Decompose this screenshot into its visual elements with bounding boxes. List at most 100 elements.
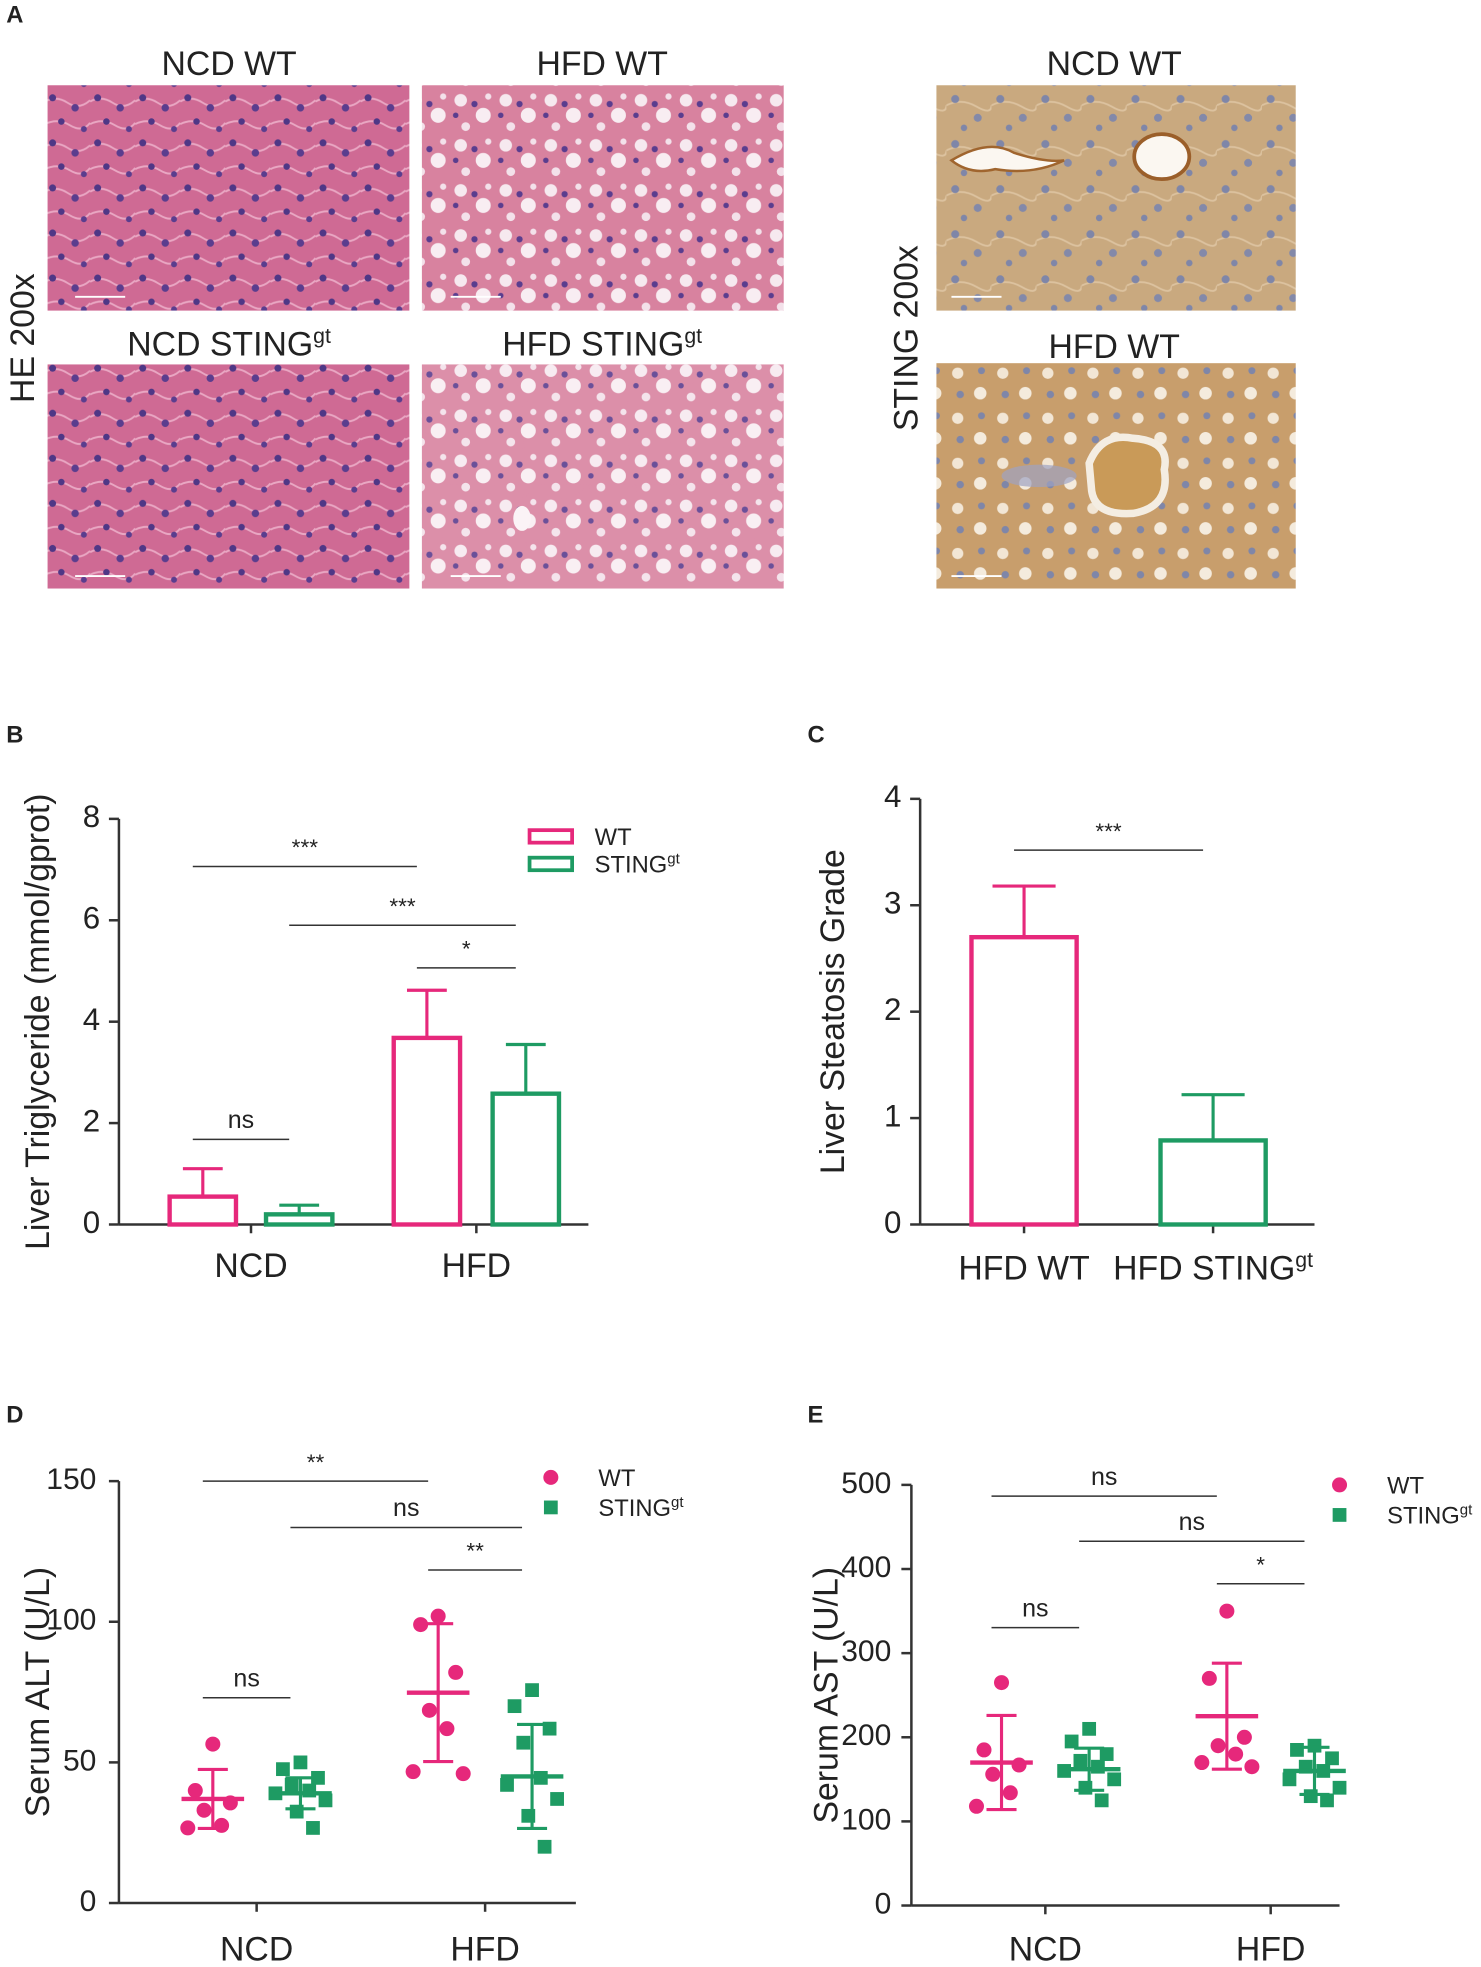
legend-label: WT [598,1465,635,1492]
point [1094,1793,1109,1808]
image-title: NCD WT [1047,45,1182,83]
y-axis-label: Serum ALT (U/L) [19,1567,57,1817]
point [180,1820,196,1836]
point [976,1742,992,1758]
point [1332,1780,1347,1795]
bar [263,1212,335,1227]
significance-label: ns [393,1494,419,1522]
y-tick-label: 400 [841,1551,891,1584]
panel-label: B [6,722,23,749]
point [1236,1729,1252,1745]
title-text: HFD STING [502,326,684,364]
point [1228,1746,1244,1762]
legend-label-text: STING [595,852,668,879]
image-title: NCD STINGgt [127,324,331,364]
point [214,1817,230,1833]
y-tick-label: 1 [884,1098,901,1133]
micrograph [421,85,784,311]
image-title: HFD WT [536,45,667,83]
panel-label: C [807,722,824,749]
point [284,1778,299,1792]
point [276,1762,290,1777]
panel-label: A [6,2,23,29]
point [187,1783,203,1799]
significance-label: *** [1095,819,1122,844]
point [1320,1793,1334,1808]
legend-label-text: STING [1387,1503,1460,1530]
point [196,1802,212,1818]
legend-label-text: WT [595,824,632,851]
scale-bars [75,295,1002,577]
y-tick-label: 0 [884,1205,901,1240]
panel-label: D [6,1401,23,1428]
legend-label: WT [1387,1473,1424,1500]
x-tick-label-text: HFD STING [1113,1250,1295,1288]
point [205,1736,221,1752]
panel-label: E [807,1401,823,1428]
significance-label: *** [389,894,416,919]
y-axis-label: Liver Triglyceride (mmol/gprot) [19,793,57,1249]
superscript: gt [313,324,331,348]
point [1201,1670,1217,1686]
point [968,1798,984,1814]
point [439,1721,455,1737]
x-tick-label: HFD [1236,1931,1305,1967]
point [537,1839,552,1854]
title-text: NCD WT [1047,45,1182,83]
legend-label-text: WT [598,1465,635,1492]
y-tick-label: 2 [83,1103,100,1138]
significance-label: ** [466,1539,484,1564]
superscript: gt [1460,1502,1473,1519]
vessel [1132,132,1192,182]
title-text: HFD WT [536,45,667,83]
point [507,1699,522,1714]
y-tick-label: 6 [83,901,100,936]
point [455,1766,471,1782]
y-tick-label: 150 [46,1463,96,1496]
legend-marker [543,1469,559,1485]
title-text: NCD WT [162,45,297,83]
x-tick-label: NCD [220,1931,293,1967]
point [500,1778,514,1792]
legend-marker [1332,1508,1347,1522]
vessel [1085,433,1169,518]
bar [490,1091,562,1227]
legend-marker [527,828,574,845]
point [293,1755,308,1770]
micrograph [47,85,410,311]
x-tick-label: HFD WT [958,1250,1089,1288]
bar [969,934,1079,1227]
point [550,1792,564,1806]
legend-marker [543,1500,558,1515]
legend-label: STINGgt [1387,1502,1473,1530]
legend-label-text: WT [1387,1473,1424,1500]
point [1219,1603,1235,1619]
x-tick-label-text: HFD [442,1247,511,1285]
significance-label: ns [1179,1508,1205,1536]
side-label: HE 200x [4,273,42,403]
point [306,1821,320,1835]
image-title: HFD WT [1048,328,1179,366]
y-axis-label: Liver Steatosis Grade [814,849,852,1174]
legend-label: STINGgt [598,1494,684,1522]
y-tick-label: 0 [80,1885,97,1918]
point [448,1664,464,1680]
image-title: HFD STINGgt [502,324,702,364]
y-tick-label: 100 [46,1604,96,1637]
y-tick-label: 3 [884,886,901,921]
point [430,1608,446,1624]
significance-label: * [1256,1553,1265,1578]
point [311,1770,325,1785]
vessel [1001,464,1077,488]
title-text: HFD WT [1048,328,1179,366]
y-tick-label: 0 [83,1205,100,1240]
superscript: gt [667,851,680,868]
y-tick-label: 100 [841,1803,891,1836]
point [1194,1754,1210,1771]
x-tick-label: HFD [450,1931,519,1967]
vessel [513,505,531,531]
y-tick-label: 300 [841,1635,891,1668]
point [1082,1721,1097,1736]
point [1210,1738,1226,1754]
